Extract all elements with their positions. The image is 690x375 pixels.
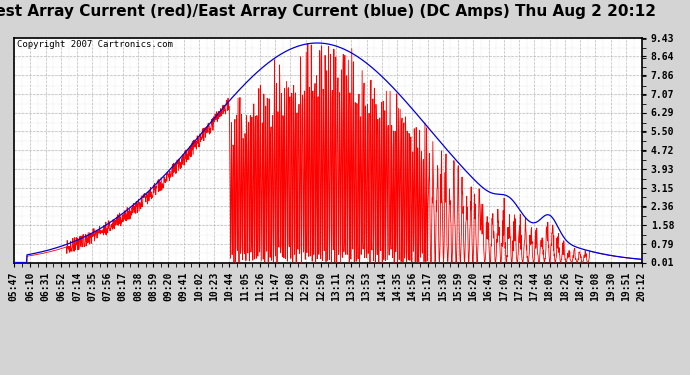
Text: Copyright 2007 Cartronics.com: Copyright 2007 Cartronics.com bbox=[17, 40, 172, 49]
Text: West Array Current (red)/East Array Current (blue) (DC Amps) Thu Aug 2 20:12: West Array Current (red)/East Array Curr… bbox=[0, 4, 656, 19]
